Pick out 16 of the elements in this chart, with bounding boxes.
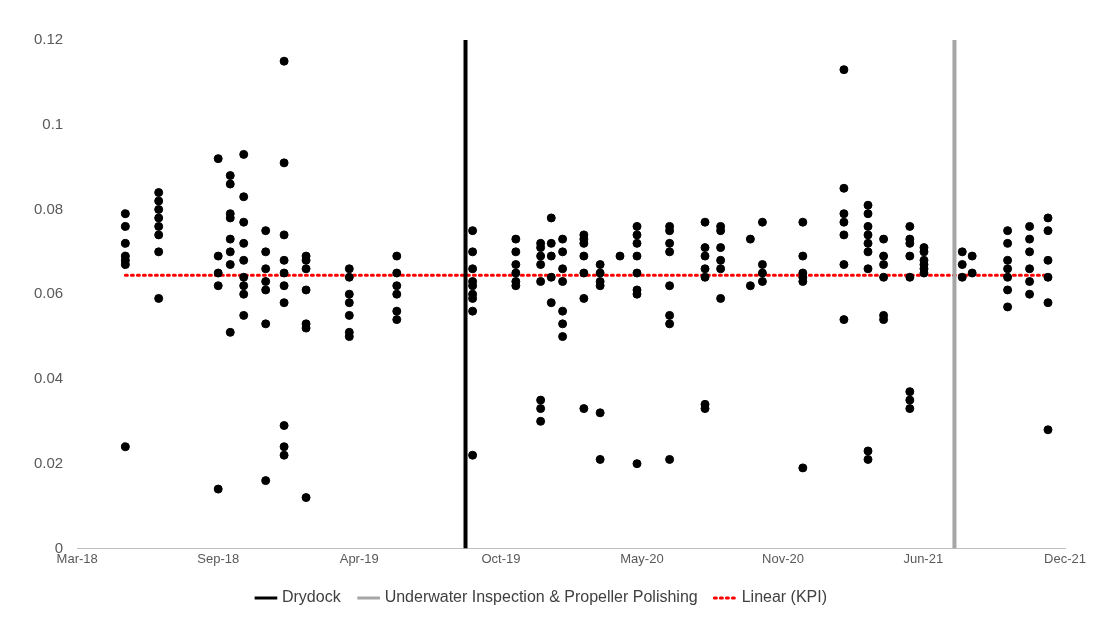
y-tick-label: 0.04 bbox=[33, 369, 64, 387]
legend-label: Underwater Inspection & Propeller Polishing bbox=[384, 588, 698, 606]
y-tick-label: 0.1 bbox=[42, 114, 64, 132]
x-tick-label: Nov-20 bbox=[762, 550, 804, 566]
x-tick-label: May-20 bbox=[620, 550, 664, 566]
y-tick-label: 0.06 bbox=[33, 284, 64, 302]
x-tick-label: Apr-19 bbox=[339, 550, 379, 566]
y-tick-label: 0.12 bbox=[33, 30, 64, 48]
y-tick-label: 0.08 bbox=[33, 199, 64, 217]
legend-label: Linear (KPI) bbox=[741, 588, 828, 606]
x-tick-label: Dec-21 bbox=[1044, 550, 1086, 566]
legend-label: Drydock bbox=[281, 588, 342, 606]
x-tick-label: Oct-19 bbox=[481, 550, 521, 566]
x-tick-label: Sep-18 bbox=[197, 550, 240, 566]
x-tick-label: Jun-21 bbox=[903, 550, 944, 566]
y-tick-label: 0.02 bbox=[33, 453, 64, 471]
